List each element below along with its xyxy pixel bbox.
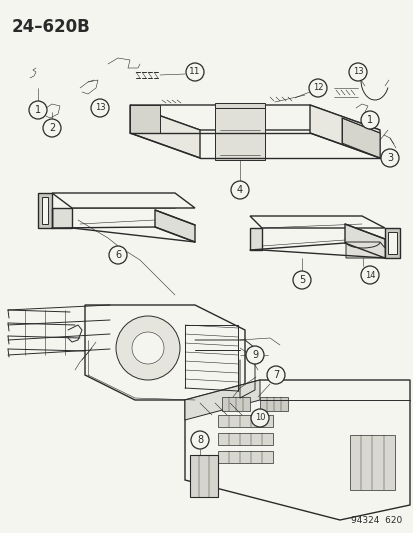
- Text: 6: 6: [115, 250, 121, 260]
- Polygon shape: [344, 224, 384, 258]
- Text: 11: 11: [189, 68, 200, 77]
- Polygon shape: [38, 193, 52, 228]
- Polygon shape: [130, 105, 159, 133]
- Text: 7: 7: [272, 370, 278, 380]
- Bar: [218, 451, 272, 463]
- Text: 5: 5: [298, 275, 304, 285]
- Polygon shape: [345, 242, 384, 258]
- Text: 12: 12: [312, 84, 323, 93]
- Circle shape: [190, 431, 209, 449]
- Text: 14: 14: [364, 271, 374, 279]
- Circle shape: [308, 79, 326, 97]
- Bar: [349, 435, 394, 490]
- Circle shape: [250, 409, 268, 427]
- Polygon shape: [130, 105, 199, 158]
- Text: 1: 1: [366, 115, 372, 125]
- Text: 3: 3: [386, 153, 392, 163]
- Polygon shape: [384, 228, 399, 258]
- Circle shape: [348, 63, 366, 81]
- Bar: [218, 415, 272, 427]
- Circle shape: [292, 271, 310, 289]
- Bar: [221, 397, 249, 411]
- Polygon shape: [249, 228, 261, 250]
- Circle shape: [245, 346, 263, 364]
- Polygon shape: [309, 105, 379, 158]
- Circle shape: [360, 266, 378, 284]
- Bar: [259, 397, 287, 411]
- Polygon shape: [42, 197, 48, 224]
- Circle shape: [116, 316, 180, 380]
- Polygon shape: [185, 380, 259, 420]
- Circle shape: [132, 332, 164, 364]
- Circle shape: [266, 366, 284, 384]
- Polygon shape: [154, 210, 195, 242]
- Circle shape: [360, 111, 378, 129]
- Text: 94324  620: 94324 620: [350, 516, 401, 525]
- Text: 13: 13: [95, 103, 105, 112]
- Bar: [218, 433, 272, 445]
- Text: 24–620B: 24–620B: [12, 18, 90, 36]
- Polygon shape: [52, 193, 195, 208]
- Text: 13: 13: [352, 68, 363, 77]
- Circle shape: [109, 246, 127, 264]
- Text: 8: 8: [197, 435, 202, 445]
- Polygon shape: [185, 380, 409, 520]
- Circle shape: [91, 99, 109, 117]
- Polygon shape: [130, 105, 379, 130]
- Polygon shape: [214, 108, 264, 160]
- Circle shape: [230, 181, 248, 199]
- Polygon shape: [52, 208, 72, 228]
- Circle shape: [43, 119, 61, 137]
- Bar: [190, 455, 218, 497]
- Polygon shape: [214, 103, 264, 108]
- Text: 2: 2: [49, 123, 55, 133]
- Text: 1: 1: [35, 105, 41, 115]
- Circle shape: [380, 149, 398, 167]
- Text: 9: 9: [252, 350, 257, 360]
- Circle shape: [29, 101, 47, 119]
- Circle shape: [185, 63, 204, 81]
- Polygon shape: [85, 305, 244, 400]
- Polygon shape: [341, 118, 379, 158]
- Polygon shape: [249, 216, 384, 228]
- Text: 10: 10: [254, 414, 265, 423]
- Text: 4: 4: [236, 185, 242, 195]
- Polygon shape: [387, 232, 396, 254]
- Polygon shape: [211, 393, 257, 425]
